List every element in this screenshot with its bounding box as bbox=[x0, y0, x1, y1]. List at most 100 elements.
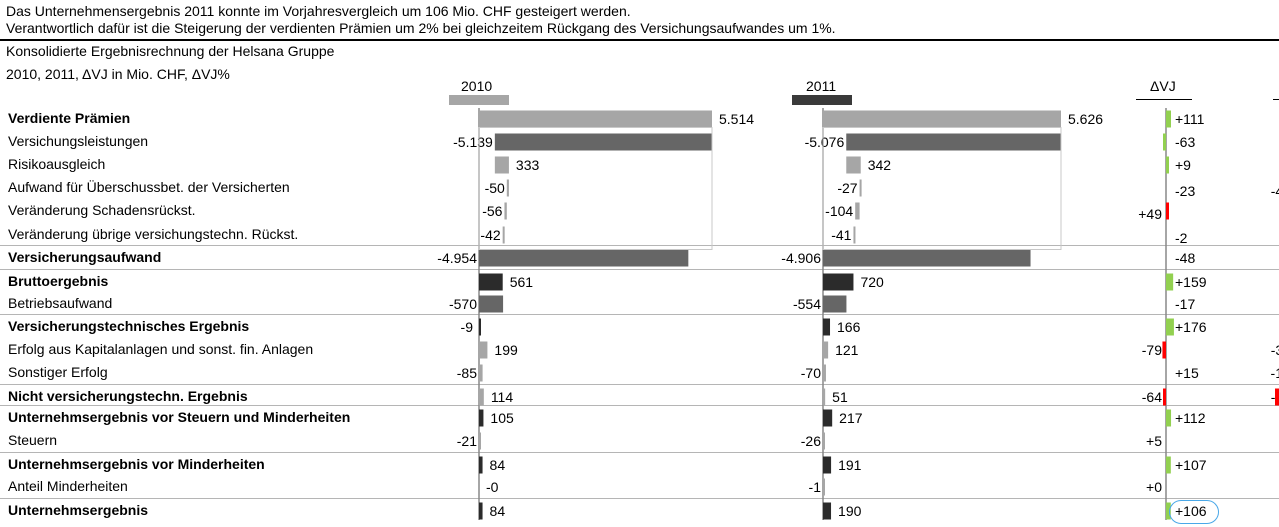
row-label: Steuern bbox=[8, 432, 58, 448]
row-label: Versicherungstechnisches Ergebnis bbox=[8, 318, 250, 334]
delta-label-13: -64 bbox=[1142, 389, 1162, 405]
delta-label-2: -63 bbox=[1175, 134, 1195, 150]
bar-2011-8 bbox=[823, 273, 854, 291]
bar-2011-4 bbox=[859, 179, 862, 197]
bar-2011-6 bbox=[853, 226, 856, 244]
bar-2011-11 bbox=[823, 341, 829, 359]
row-label: Unternehmsergebnis vor Steuern und Minde… bbox=[8, 409, 351, 425]
value-label-2011-6: -41 bbox=[831, 227, 851, 243]
legend-swatch-2010 bbox=[449, 95, 509, 105]
delta-label-16: +107 bbox=[1175, 457, 1207, 473]
bar-2010-2 bbox=[494, 133, 712, 151]
header-rule bbox=[0, 39, 1279, 41]
bar-2010-9 bbox=[479, 295, 504, 313]
row-label: Unternehmsergebnis bbox=[8, 502, 149, 518]
value-label-2011-2: -5.076 bbox=[805, 134, 845, 150]
value-label-2011-10: 166 bbox=[837, 319, 861, 335]
row-label: Sonstiger Erfolg bbox=[8, 364, 108, 380]
connector-2011 bbox=[822, 127, 1062, 250]
delta-bar-2 bbox=[1163, 133, 1166, 151]
legend-swatch-2011 bbox=[792, 95, 852, 105]
bar-2010-16 bbox=[479, 456, 483, 474]
delta-label-8: +159 bbox=[1175, 274, 1207, 290]
bar-2011-3 bbox=[846, 156, 861, 174]
result-highlight bbox=[1169, 500, 1219, 524]
value-label-2011-17: -1 bbox=[809, 479, 822, 495]
bar-2010-6 bbox=[502, 226, 505, 244]
delta-label-4: -23 bbox=[1175, 183, 1195, 199]
value-label-2010-10: -9 bbox=[461, 319, 474, 335]
row-separator bbox=[0, 384, 1279, 385]
connector-2010 bbox=[478, 127, 713, 250]
value-label-2011-12: -70 bbox=[801, 365, 821, 381]
delta-percent-label-2: -39 bbox=[1271, 342, 1279, 358]
value-label-2011-3: 342 bbox=[868, 157, 892, 173]
bar-2011-12 bbox=[823, 364, 826, 382]
row-separator bbox=[0, 405, 1279, 406]
value-label-2010-11: 199 bbox=[494, 342, 518, 358]
row-separator bbox=[0, 498, 1279, 499]
bar-2010-11 bbox=[479, 341, 488, 359]
value-label-2010-6: -42 bbox=[480, 227, 500, 243]
bar-2011-16 bbox=[823, 456, 832, 474]
bar-2010-4 bbox=[506, 179, 509, 197]
row-label: Unternehmsergebnis vor Minderheiten bbox=[8, 456, 265, 472]
delta-bar-14 bbox=[1166, 409, 1172, 427]
row-label: Betriebsaufwand bbox=[8, 295, 113, 311]
row-label: Veränderung übrige versichungstechn. Rüc… bbox=[8, 226, 299, 242]
row-label: Risikoausgleich bbox=[8, 156, 106, 172]
delta-pct-header-rule bbox=[1273, 99, 1279, 100]
delta-label-17: +0 bbox=[1146, 479, 1162, 495]
value-label-2011-18: 190 bbox=[838, 503, 862, 519]
bar-2011-14 bbox=[823, 409, 833, 427]
bar-2010-18 bbox=[479, 502, 483, 520]
bar-2010-5 bbox=[504, 202, 507, 220]
column-header-2011: 2011 bbox=[806, 78, 837, 94]
bar-2011-17 bbox=[823, 478, 825, 496]
delta-label-7: -48 bbox=[1175, 250, 1195, 266]
delta-label-15: +5 bbox=[1146, 433, 1162, 449]
bar-2011-5 bbox=[855, 202, 860, 220]
delta-label-5: +49 bbox=[1138, 206, 1162, 222]
delta-label-9: -17 bbox=[1175, 296, 1195, 312]
value-label-2010-2: -5.139 bbox=[453, 134, 493, 150]
delta-header-rule bbox=[1136, 99, 1192, 100]
bar-2011-9 bbox=[823, 295, 847, 313]
bar-2011-15 bbox=[823, 432, 825, 450]
row-label: Verdiente Prämien bbox=[8, 110, 131, 126]
value-label-2010-7: -4.954 bbox=[437, 250, 477, 266]
bar-2011-18 bbox=[823, 502, 832, 520]
bar-2010-8 bbox=[479, 273, 503, 291]
delta-label-6: -2 bbox=[1175, 230, 1188, 246]
value-label-2010-13: 114 bbox=[491, 389, 514, 405]
delta-percent-label-4: -56 bbox=[1271, 389, 1279, 405]
value-label-2010-15: -21 bbox=[457, 433, 477, 449]
value-label-2011-13: 51 bbox=[832, 389, 848, 405]
message-line-2: Verantwortlich dafür ist die Steigerung … bbox=[6, 20, 836, 36]
delta-bar-8 bbox=[1166, 273, 1174, 291]
bar-2010-14 bbox=[479, 409, 484, 427]
value-label-2011-8: 720 bbox=[860, 274, 884, 290]
delta-label-11: -79 bbox=[1142, 342, 1162, 358]
bar-2010-10 bbox=[479, 318, 481, 336]
row-label: Erfolg aus Kapitalanlagen und sonst. fin… bbox=[8, 341, 314, 357]
row-label: Veränderung Schadensrückst. bbox=[8, 202, 196, 218]
value-label-2010-14: 105 bbox=[490, 410, 514, 426]
delta-percent-bar bbox=[1275, 388, 1279, 406]
delta-bar-11 bbox=[1162, 341, 1166, 359]
row-label: Bruttoergebnis bbox=[8, 273, 109, 289]
delta-label-3: +9 bbox=[1175, 157, 1191, 173]
value-label-2010-3: 333 bbox=[516, 157, 540, 173]
delta-bar-10 bbox=[1166, 318, 1174, 336]
bar-2010-3 bbox=[494, 156, 509, 174]
delta-percent-label-1: -47 bbox=[1271, 183, 1279, 199]
row-separator bbox=[0, 452, 1279, 453]
value-label-2011-7: -4.906 bbox=[781, 250, 821, 266]
delta-bar-3 bbox=[1166, 156, 1169, 174]
bar-2011-2 bbox=[846, 133, 1061, 151]
bar-2011-1 bbox=[823, 110, 1061, 128]
delta-label-10: +176 bbox=[1175, 319, 1207, 335]
delta-bar-16 bbox=[1166, 456, 1171, 474]
value-label-2011-5: -104 bbox=[825, 203, 853, 219]
delta-label-14: +112 bbox=[1175, 410, 1206, 426]
